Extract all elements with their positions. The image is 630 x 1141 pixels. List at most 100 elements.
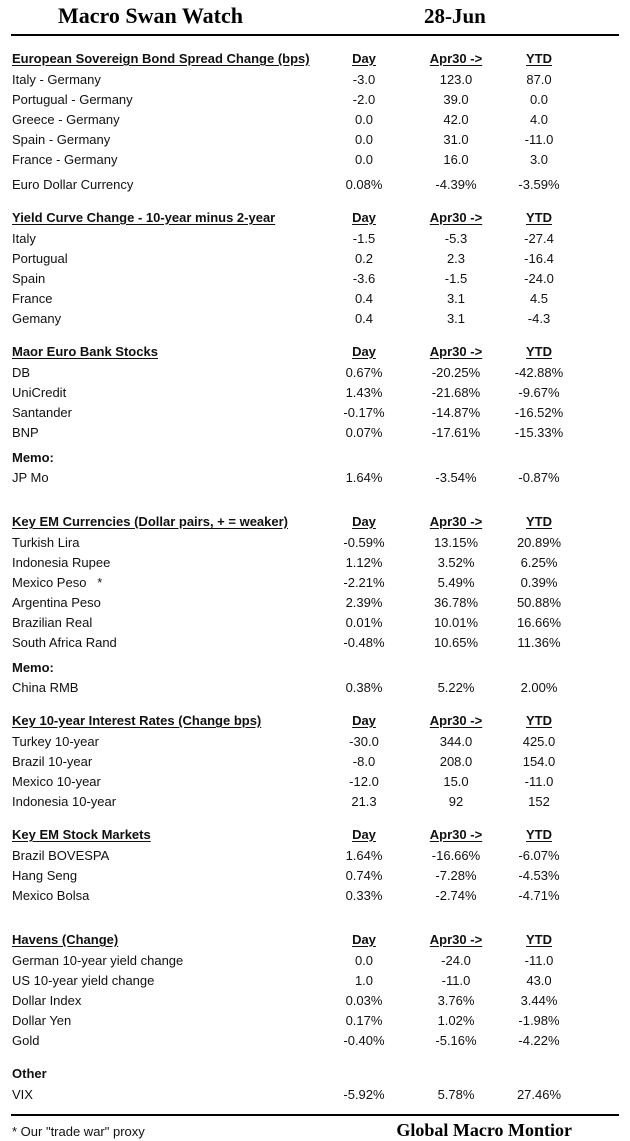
value-apr30: 344.0 [439, 734, 473, 749]
value-ytd: -4.71% [518, 888, 560, 903]
row-label: Dollar Yen [12, 1013, 72, 1028]
column-header-label: Day [352, 210, 376, 225]
column-header-apr30: Apr30 -> [406, 824, 506, 846]
section-title: Other [12, 1066, 47, 1081]
page-title: Macro Swan Watch [58, 3, 243, 28]
table-row: Turkish Lira -0.59% 13.15% 20.89% [0, 533, 630, 553]
row-label: Dollar Index [12, 993, 82, 1008]
row-label: Gold [12, 1033, 40, 1048]
footer: * Our "trade war" proxy Global Macro Mon… [0, 1116, 630, 1141]
row-label: VIX [12, 1087, 33, 1102]
value-apr30: -14.87% [431, 405, 481, 420]
value-day: -2.0 [352, 92, 376, 107]
memo-row: Memo: [0, 658, 630, 678]
column-header-label: Day [352, 514, 376, 529]
value-ytd: 6.25% [520, 555, 558, 570]
table-row: JP Mo 1.64% -3.54% -0.87% [0, 468, 630, 488]
section-title: Key EM Stock Markets [12, 827, 151, 842]
value-ytd: 43.0 [526, 973, 552, 988]
value-ytd: 0.0 [529, 92, 549, 107]
value-apr30: 208.0 [439, 754, 473, 769]
value-day: 0.0 [354, 953, 374, 968]
column-header-apr30: Apr30 -> [406, 48, 506, 70]
row-label: Spain - Germany [12, 132, 111, 147]
value-apr30: 5.22% [437, 680, 475, 695]
column-header-label: YTD [526, 210, 552, 225]
value-day: -3.6 [352, 271, 376, 286]
value-day: -0.48% [343, 635, 385, 650]
row-label: DB [12, 365, 31, 380]
section-header-row: Key 10-year Interest Rates (Change bps) D… [0, 710, 630, 732]
value-day: -0.59% [343, 535, 385, 550]
column-header-label: YTD [526, 344, 552, 359]
row-label: Turkey 10-year [12, 734, 99, 749]
value-ytd: 11.36% [517, 635, 561, 650]
column-header-ytd: YTD [506, 207, 572, 229]
column-header-day: Day [322, 511, 406, 533]
value-day: 0.0 [354, 112, 374, 127]
section-title: Yield Curve Change - 10-year minus 2-yea… [12, 210, 276, 225]
column-header-day: Day [322, 48, 406, 70]
value-apr30: -17.61% [431, 425, 481, 440]
value-ytd: 3.0 [529, 152, 549, 167]
table-row: BNP 0.07% -17.61% -15.33% [0, 423, 630, 443]
memo-row: Memo: [0, 448, 630, 468]
report-date: 28-Jun [424, 4, 486, 28]
column-header-label: Day [352, 932, 376, 947]
value-apr30: -11.0 [441, 973, 471, 988]
value-day: 1.12% [345, 555, 383, 570]
value-ytd: 4.5 [529, 291, 549, 306]
value-apr30: 3.52% [437, 555, 475, 570]
section-header-row: Other [0, 1063, 630, 1085]
value-day: 0.01% [345, 615, 383, 630]
table-row: VIX -5.92% 5.78% 27.46% [0, 1085, 630, 1105]
table-row: Indonesia 10-year 21.3 92 152 [0, 792, 630, 812]
table-row: Brazilian Real 0.01% 10.01% 16.66% [0, 613, 630, 633]
row-label: Indonesia 10-year [12, 794, 117, 809]
row-label: Brazil BOVESPA [12, 848, 110, 863]
value-ytd: 4.0 [529, 112, 549, 127]
value-day: 0.0 [354, 132, 374, 147]
table-row: Portugual - Germany -2.0 39.0 0.0 [0, 90, 630, 110]
value-apr30: 15.0 [443, 774, 469, 789]
column-header-label: YTD [526, 713, 552, 728]
row-label: US 10-year yield change [12, 973, 155, 988]
value-apr30: 3.76% [437, 993, 475, 1008]
value-day: 0.4 [354, 311, 374, 326]
section-header-row: Havens (Change) Day Apr30 -> YTD [0, 929, 630, 951]
column-header-label: Apr30 -> [429, 514, 483, 529]
row-label: UniCredit [12, 385, 67, 400]
row-label: Mexico 10-year [12, 774, 101, 789]
table-row: Spain - Germany 0.0 31.0 -11.0 [0, 130, 630, 150]
value-day: -0.40% [343, 1033, 385, 1048]
top-divider [11, 34, 619, 36]
column-header-label: Day [352, 713, 376, 728]
value-ytd: 2.00% [520, 680, 558, 695]
table-row: Euro Dollar Currency 0.08% -4.39% -3.59% [0, 175, 630, 195]
section: European Sovereign Bond Spread Change (b… [0, 48, 630, 195]
value-day: -5.92% [343, 1087, 385, 1102]
row-label: Brazil 10-year [12, 754, 93, 769]
value-ytd: -42.88% [514, 365, 564, 380]
value-apr30: 16.0 [443, 152, 469, 167]
row-label: Italy [12, 231, 36, 246]
table-row: Spain -3.6 -1.5 -24.0 [0, 269, 630, 289]
table-row: Greece - Germany 0.0 42.0 4.0 [0, 110, 630, 130]
row-label: Euro Dollar Currency [12, 177, 134, 192]
column-header-day: Day [322, 207, 406, 229]
table-row: Santander -0.17% -14.87% -16.52% [0, 403, 630, 423]
value-apr30: -3.54% [435, 470, 477, 485]
value-ytd: 152 [528, 794, 550, 809]
table-row: Dollar Index 0.03% 3.76% 3.44% [0, 991, 630, 1011]
value-ytd: 154.0 [522, 754, 556, 769]
table-row: Italy -1.5 -5.3 -27.4 [0, 229, 630, 249]
value-ytd: 0.39% [520, 575, 558, 590]
column-header-label: YTD [526, 514, 552, 529]
section-title: European Sovereign Bond Spread Change (b… [12, 51, 310, 66]
section: Yield Curve Change - 10-year minus 2-yea… [0, 207, 630, 329]
table-row: Turkey 10-year -30.0 344.0 425.0 [0, 732, 630, 752]
column-header-apr30: Apr30 -> [406, 341, 506, 363]
row-label: Santander [12, 405, 72, 420]
column-header-ytd: YTD [506, 48, 572, 70]
value-apr30: -5.3 [444, 231, 468, 246]
